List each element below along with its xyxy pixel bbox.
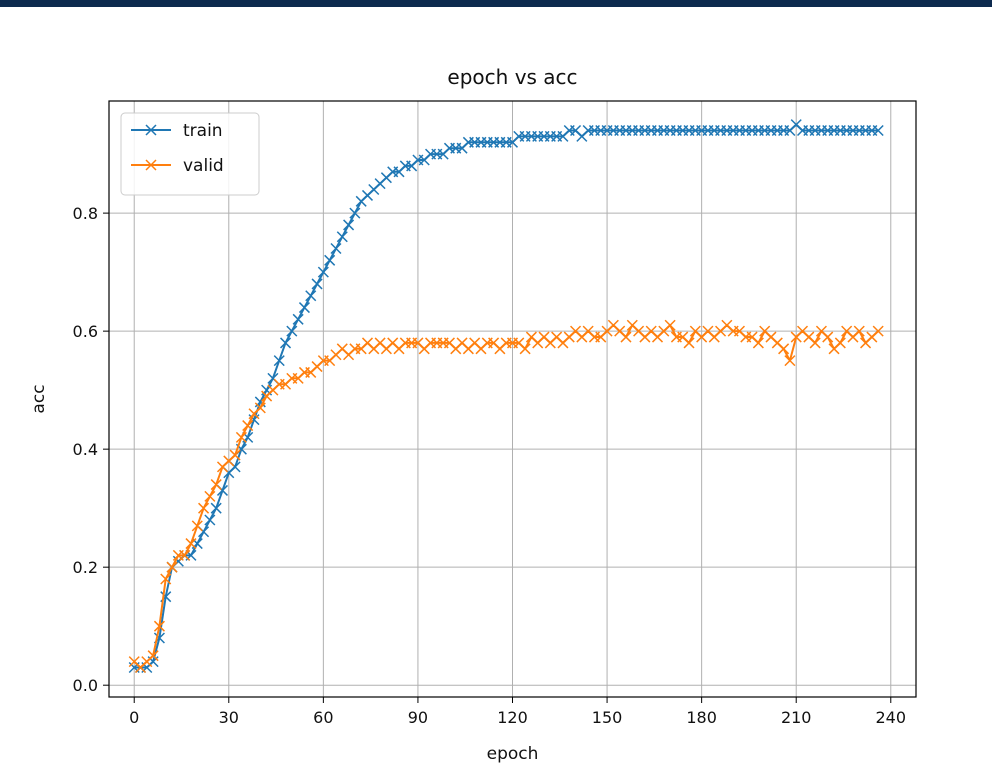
y-tick-label: 0.4 — [73, 440, 98, 459]
data-point-valid — [752, 337, 764, 349]
data-point-valid — [191, 520, 203, 532]
data-point-valid — [664, 319, 676, 331]
data-point-valid — [822, 331, 834, 343]
data-point-valid — [834, 337, 846, 349]
data-point-train — [286, 325, 298, 337]
data-point-train — [273, 355, 285, 367]
data-point-train — [210, 502, 222, 514]
y-axis-label: acc — [29, 384, 49, 413]
data-point-valid — [778, 343, 790, 355]
legend-marker-train — [145, 124, 157, 136]
x-tick-label: 30 — [219, 708, 239, 727]
y-tick-label: 0.0 — [73, 676, 98, 695]
grid-layer — [109, 101, 916, 697]
x-tick-label: 180 — [686, 708, 717, 727]
data-point-valid — [620, 331, 632, 343]
legend-marker-valid — [145, 159, 157, 171]
x-tick-label: 0 — [129, 708, 139, 727]
legend-items: train valid — [131, 121, 224, 176]
data-point-train — [280, 337, 292, 349]
legend-label-valid: valid — [183, 156, 224, 176]
chart-title: epoch vs acc — [447, 65, 577, 89]
ticks-layer: 0 30 60 90 120 150 180 210 240 0.0 0.2 0.4 0.6 0.8 — [73, 204, 907, 727]
series-layer — [128, 119, 884, 674]
data-point-train — [305, 290, 317, 302]
x-tick-label: 60 — [313, 708, 333, 727]
series-line-train — [134, 123, 879, 669]
data-point-valid — [179, 549, 191, 561]
x-tick-label: 120 — [497, 708, 528, 727]
y-tick-label: 0.8 — [73, 204, 98, 223]
x-tick-label: 150 — [592, 708, 623, 727]
top-bar — [0, 0, 992, 7]
data-point-valid — [872, 325, 884, 337]
data-point-valid — [147, 650, 159, 662]
data-point-train — [204, 514, 216, 526]
data-point-train — [311, 278, 323, 290]
data-point-valid — [185, 538, 197, 550]
data-point-train — [298, 302, 310, 314]
x-tick-label: 240 — [876, 708, 907, 727]
data-point-train — [336, 231, 348, 243]
data-point-valid — [853, 325, 865, 337]
data-point-valid — [254, 402, 266, 414]
data-point-train — [349, 207, 361, 219]
data-point-train — [317, 266, 329, 278]
y-tick-label: 0.6 — [73, 322, 98, 341]
data-point-valid — [166, 561, 178, 573]
data-point-valid — [153, 620, 165, 632]
y-tick-label: 0.2 — [73, 558, 98, 577]
data-point-valid — [160, 573, 172, 585]
data-point-valid — [683, 337, 695, 349]
data-point-train — [330, 242, 342, 255]
data-point-valid — [519, 343, 531, 355]
data-point-valid — [204, 490, 216, 502]
data-point-valid — [210, 479, 222, 491]
data-point-train — [324, 254, 336, 266]
data-point-valid — [229, 449, 241, 461]
data-point-valid — [242, 420, 254, 432]
data-point-valid — [809, 337, 821, 349]
legend-label-train: train — [183, 121, 223, 141]
x-tick-label: 210 — [781, 708, 812, 727]
data-point-valid — [198, 502, 210, 514]
legend: train valid — [120, 112, 260, 196]
x-tick-label: 90 — [408, 708, 428, 727]
data-point-train — [872, 124, 884, 137]
data-point-valid — [235, 431, 247, 443]
data-point-train — [343, 219, 355, 231]
data-point-valid — [784, 355, 796, 367]
x-axis-label: epoch — [487, 744, 539, 764]
data-point-train — [292, 313, 304, 325]
series-line-valid — [133, 324, 879, 669]
